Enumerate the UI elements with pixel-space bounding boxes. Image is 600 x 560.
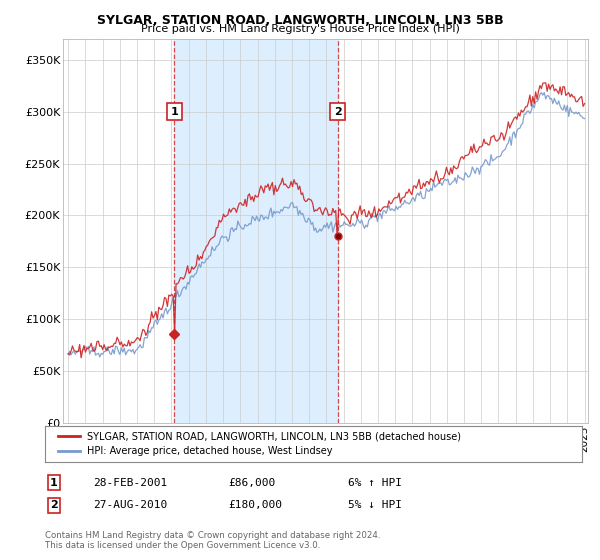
Text: 2: 2 — [50, 500, 58, 510]
Text: Price paid vs. HM Land Registry's House Price Index (HPI): Price paid vs. HM Land Registry's House … — [140, 24, 460, 34]
Text: Contains HM Land Registry data © Crown copyright and database right 2024.
This d: Contains HM Land Registry data © Crown c… — [45, 531, 380, 550]
Text: 1: 1 — [50, 478, 58, 488]
Text: 27-AUG-2010: 27-AUG-2010 — [93, 500, 167, 510]
Text: £180,000: £180,000 — [228, 500, 282, 510]
Text: SYLGAR, STATION ROAD, LANGWORTH, LINCOLN, LN3 5BB: SYLGAR, STATION ROAD, LANGWORTH, LINCOLN… — [97, 14, 503, 27]
Text: 2: 2 — [334, 107, 341, 117]
Text: 6% ↑ HPI: 6% ↑ HPI — [348, 478, 402, 488]
Text: £86,000: £86,000 — [228, 478, 275, 488]
Legend: SYLGAR, STATION ROAD, LANGWORTH, LINCOLN, LN3 5BB (detached house), HPI: Average: SYLGAR, STATION ROAD, LANGWORTH, LINCOLN… — [55, 428, 464, 459]
Text: 1: 1 — [170, 107, 178, 117]
Text: 28-FEB-2001: 28-FEB-2001 — [93, 478, 167, 488]
Text: 5% ↓ HPI: 5% ↓ HPI — [348, 500, 402, 510]
Bar — [175, 39, 338, 423]
